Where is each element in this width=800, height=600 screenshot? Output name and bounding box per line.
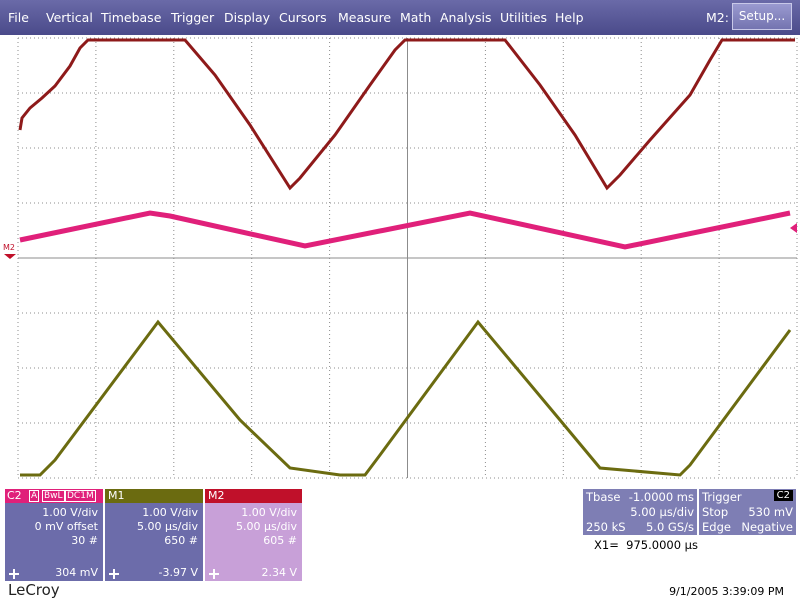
line: 1.00 V/div [42,506,98,519]
tag: BwL [42,490,65,502]
slope: Negative [741,520,793,534]
channel-box-m1[interactable]: M1 1.00 V/div 5.00 µs/div 650 # -3.97 V [105,489,203,581]
rate: 5.0 GS/s [645,520,694,534]
waveform-display: M2 [3,37,798,479]
samples: 250 kS [586,520,626,534]
label: Tbase [586,490,621,504]
brand: LeCroy [8,581,60,599]
position-icon [9,569,19,579]
mode: Stop [702,505,729,519]
label: M2 [208,489,225,502]
menu-bar: File Vertical Timebase Trigger Display Cursor… [0,0,800,35]
header: M1 [105,489,203,503]
menu-item[interactable]: Analysis [440,10,492,25]
tag: DC1M [65,490,96,502]
trace-m1 [20,319,792,477]
level: 530 mV [748,505,793,519]
channel-box-m2[interactable]: M2 1.00 V/div 5.00 µs/div 605 # 2.34 V [205,489,302,581]
timebase-box[interactable]: Tbase -1.0000 ms 5.00 µs/div 250 kS 5.0 … [583,489,697,535]
menu-item[interactable]: Measure [338,10,392,25]
line: 5.00 µs/div [137,520,198,533]
trigger-level-marker [790,223,797,233]
menu-item[interactable]: Trigger [171,10,215,25]
footer: 2.34 V [261,566,297,579]
scale: 5.00 µs/div [630,505,694,519]
math-label: M2: [706,10,729,25]
label: C2 [7,489,22,502]
setup-button[interactable]: Setup... [732,3,792,30]
line: 605 # [263,534,297,547]
label: Trigger [702,490,742,504]
cursor-readout: X1= 975.0000 µs [594,538,698,552]
menu-item[interactable]: Utilities [500,10,548,25]
footer: 304 mV [55,566,98,579]
menu-item[interactable]: Math [400,10,432,25]
header: M2 [205,489,302,503]
header: C2 A BwL DC1M [5,489,103,503]
position-icon [209,569,219,579]
position-icon [109,569,119,579]
source: C2 [773,490,793,501]
marker-label: M2 [3,243,15,252]
trace-c2-raw [18,38,795,191]
trace-m2 [19,210,791,250]
line: 30 # [71,534,98,547]
trigger-box[interactable]: Trigger C2 Stop 530 mV Edge Negative [699,489,796,535]
menu-item[interactable]: File [8,10,29,25]
menu-item[interactable]: Help [555,10,584,25]
ground-marker [4,254,16,259]
delay: -1.0000 ms [628,490,694,504]
grid [17,37,798,479]
tag: A [29,490,40,502]
label: M1 [108,489,125,502]
line: 1.00 V/div [142,506,198,519]
timestamp: 9/1/2005 3:39:09 PM [669,585,784,598]
menu-item[interactable]: Vertical [46,10,93,25]
line: 1.00 V/div [241,506,297,519]
line: 650 # [164,534,198,547]
menu-item[interactable]: Timebase [101,10,162,25]
type: Edge [702,520,731,534]
menu-item[interactable]: Cursors [279,10,327,25]
menu-item[interactable]: Display [224,10,271,25]
channel-box-c2[interactable]: C2 A BwL DC1M 1.00 V/div 0 mV offset 30 … [5,489,103,581]
line: 0 mV offset [34,520,98,533]
line: 5.00 µs/div [236,520,297,533]
footer: -3.97 V [158,566,198,579]
